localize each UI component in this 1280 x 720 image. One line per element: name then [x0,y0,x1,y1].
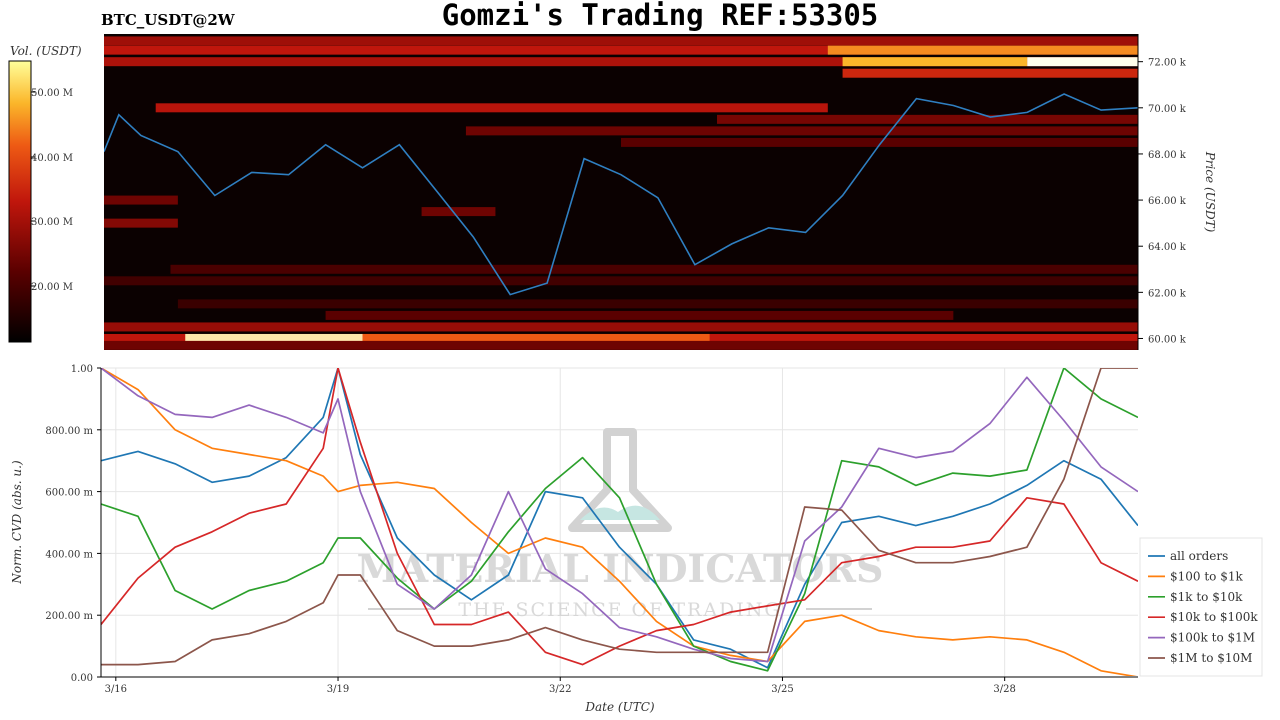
colorbar-tick-label: 30.00 M [31,217,73,228]
heatmap-band [621,137,1138,147]
cvd-x-tick-label: 3/22 [549,684,571,695]
cvd-series-lines [101,368,1138,676]
legend-entry: $10k to $100k [1170,610,1258,624]
colorbar-ticks: 50.00 M 40.00 M 30.00 M 20.00 M [31,88,73,293]
cvd-series-usd1k_10k [101,368,1138,672]
cvd-x-tick-label: 3/16 [105,684,127,695]
heatmap-band [104,276,1138,286]
legend-entry: $100k to $1M [1170,631,1255,645]
heatmap-band [104,218,178,228]
price-tick-label: 72.00 k [1148,58,1187,69]
cvd-series-usd100k_1m [101,368,1138,663]
cvd-series-usd100_1k [101,368,1138,676]
heatmap-background [104,34,1138,350]
heatmap-band [170,264,1138,274]
cvd-y-tick-label: 0.00 [71,673,93,684]
page-title: Gomzi's Trading REF:53305 [441,0,879,32]
heatmap-band [104,57,1138,67]
heatmap-band [1027,57,1138,67]
cvd-x-tick-label: 3/28 [993,684,1015,695]
heatmap-band [827,45,1138,55]
heatmap-band [325,310,954,320]
price-line [104,93,1138,296]
cvd-y-tick-label: 800.00 m [45,426,93,437]
colorbar-tick-label: 20.00 M [31,282,73,293]
heatmap-band [104,195,178,205]
heatmap-band [104,45,1138,55]
heatmap-band [421,207,496,217]
legend-entry: $1k to $10k [1170,590,1243,604]
cvd-y-tick-label: 600.00 m [45,488,93,499]
heatmap-band [104,340,1138,350]
cvd-series-usd10k_100k [101,368,1138,666]
cvd-y-axis-label: Norm. CVD (abs. u.) [10,460,24,585]
cvd-y-tick-label: 400.00 m [45,549,93,560]
price-axis-label: Price (USDT) [1203,151,1217,233]
price-axis-ticks: 72.00 k 70.00 k 68.00 k 66.00 k 64.00 k 62.00… [1138,58,1187,345]
price-tick-label: 66.00 k [1148,196,1187,207]
flask-liquid [580,505,660,520]
heatmap-band [185,333,363,343]
cvd-x-tick-label: 3/19 [327,684,349,695]
heatmap-band [717,114,1138,124]
ticker-label: BTC_USDT@2W [101,11,235,29]
legend: all orders $100 to $1k $1k to $10k $10k to … [1139,537,1263,677]
heatmap-bands [104,36,1138,350]
watermark: MATERIAL INDICATORS THE SCIENCE OF TRADI… [357,428,883,621]
heatmap-band [104,322,1138,332]
price-tick-label: 68.00 k [1148,150,1187,161]
flask-icon [568,428,672,532]
watermark-subtitle: THE SCIENCE OF TRADING [458,599,781,621]
price-tick-label: 64.00 k [1148,242,1187,253]
heatmap-band [362,333,710,343]
legend-box [1139,537,1263,677]
price-tick-label: 60.00 k [1148,334,1187,345]
cvd-y-tick-label: 1.00 [71,364,93,375]
cvd-x-axis-label: Date (UTC) [584,700,654,714]
heatmap-band [177,299,1138,309]
cvd-series-all_orders [101,368,1138,669]
cvd-y-tick-label: 200.00 m [45,611,93,622]
price-tick-label: 70.00 k [1148,104,1187,115]
cvd-series-usd1m_10m [101,368,1138,666]
colorbar-label: Vol. (USDT) [10,44,82,58]
cvd-x-ticks: 3/16 3/19 3/22 3/25 3/28 [105,677,1016,695]
price-tick-label: 62.00 k [1148,288,1187,299]
cvd-x-tick-label: 3/25 [771,684,793,695]
heatmap-band [104,36,1138,46]
colorbar-tick-label: 40.00 M [31,153,73,164]
legend-entry: $1M to $10M [1170,651,1252,665]
heatmap-band [842,57,1028,67]
legend-entry: all orders [1170,549,1228,563]
cvd-y-ticks: 0.00 200.00 m 400.00 m 600.00 m 800.00 m 1.00 [45,364,101,684]
heatmap-band [842,68,1138,78]
heatmap-band [155,103,828,113]
legend-entry: $100 to $1k [1170,569,1243,583]
heatmap-band [465,126,1138,136]
colorbar-tick-label: 50.00 M [31,88,73,99]
colorbar [8,60,32,343]
